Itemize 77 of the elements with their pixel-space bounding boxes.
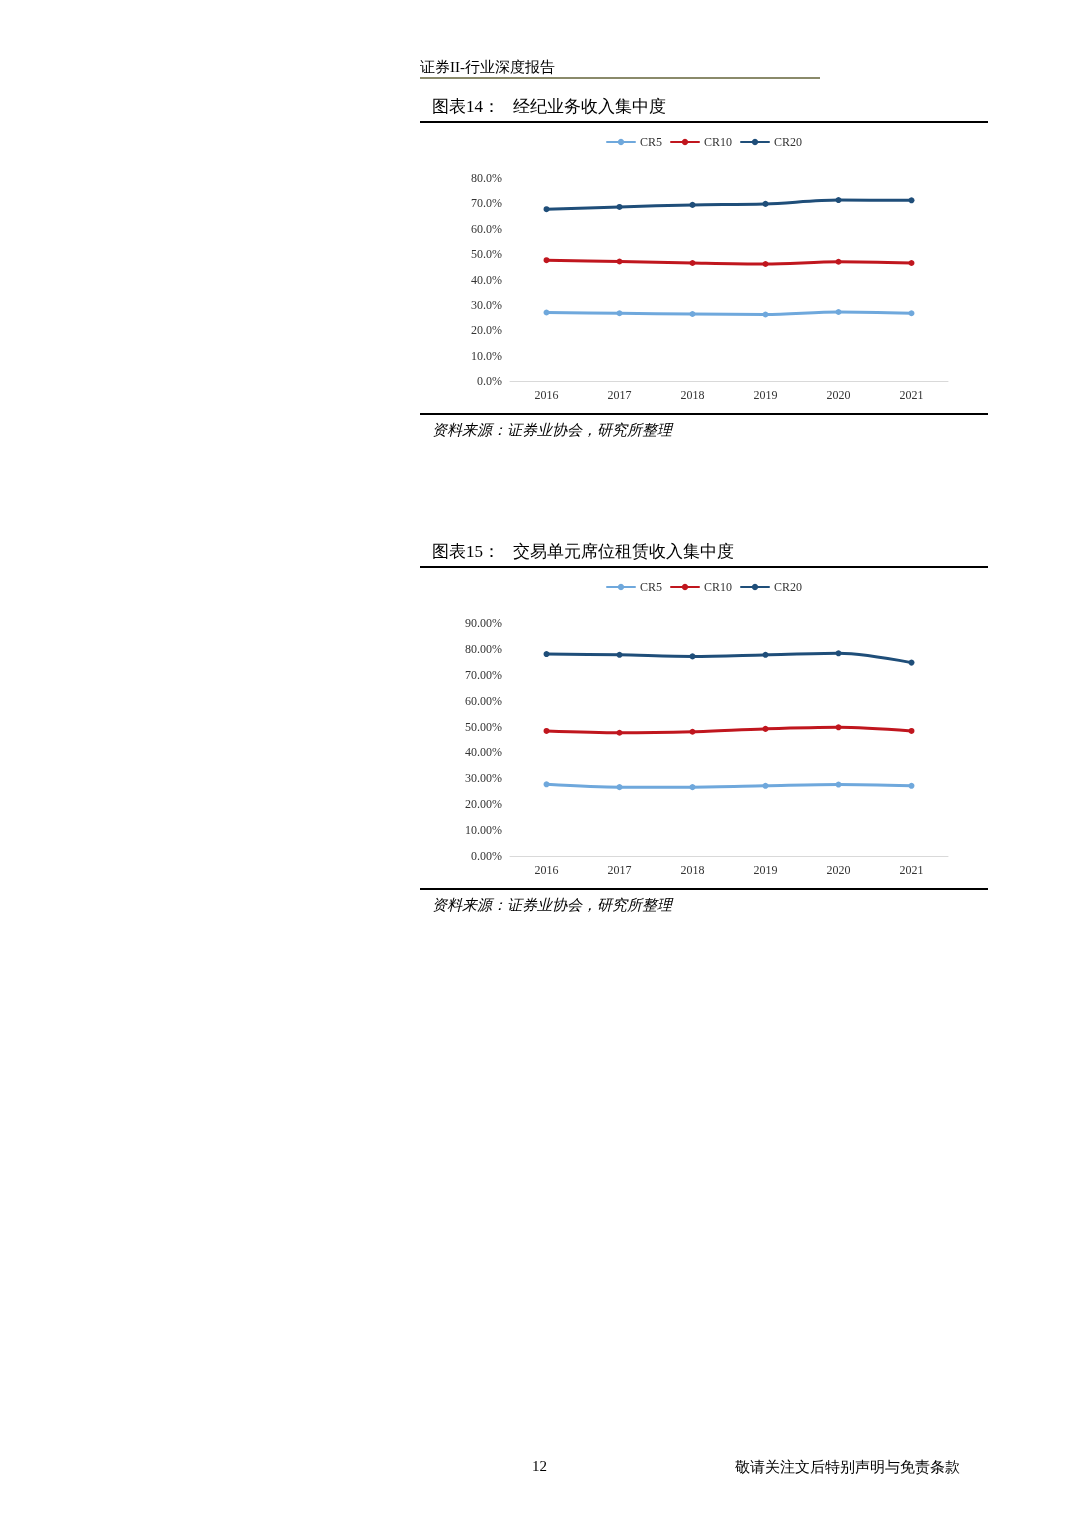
point bbox=[835, 650, 842, 657]
y-tick-label: 40.0% bbox=[471, 272, 502, 287]
point bbox=[908, 260, 915, 266]
y-tick-label: 10.0% bbox=[471, 348, 502, 363]
point bbox=[835, 781, 842, 788]
text: 敬请关注文后特别声明与免责条款 bbox=[735, 1458, 960, 1477]
x-tick-label: 2019 bbox=[753, 388, 778, 402]
x-tick-label: 2018 bbox=[680, 863, 705, 877]
point bbox=[908, 782, 915, 789]
point bbox=[616, 258, 623, 265]
y-tick-label: 50.00% bbox=[465, 719, 502, 734]
y-tick-label: 50.0% bbox=[471, 247, 502, 262]
point bbox=[762, 261, 769, 268]
point bbox=[543, 781, 550, 788]
y-tick-label: 70.00% bbox=[465, 667, 502, 682]
point bbox=[835, 258, 842, 265]
x-tick-label: 2017 bbox=[607, 863, 632, 877]
y-tick-label: 70.0% bbox=[471, 196, 502, 211]
chart-title: 图表15： 交易单元席位租赁收入集中度 bbox=[420, 540, 988, 568]
point bbox=[908, 310, 915, 317]
y-tick-label: 40.00% bbox=[465, 745, 502, 760]
point bbox=[762, 725, 769, 732]
legend-label: CR20 bbox=[774, 135, 803, 149]
text: 资料来源：证券业协会，研究所整理 bbox=[420, 888, 988, 915]
point bbox=[689, 201, 696, 208]
point bbox=[543, 651, 550, 658]
point bbox=[543, 257, 550, 264]
point bbox=[616, 729, 623, 736]
point bbox=[762, 651, 769, 658]
point bbox=[689, 728, 696, 735]
legend-label: CR5 bbox=[639, 580, 662, 594]
chart-title: 图表14： 经纪业务收入集中度 bbox=[420, 95, 988, 123]
x-tick-label: 2016 bbox=[534, 388, 559, 402]
y-tick-label: 90.00% bbox=[465, 616, 502, 630]
y-tick-label: 0.00% bbox=[471, 849, 502, 863]
point bbox=[762, 200, 769, 207]
x-tick-label: 2019 bbox=[753, 863, 778, 877]
point bbox=[908, 727, 915, 734]
point bbox=[543, 206, 550, 213]
legend-label: CR10 bbox=[704, 135, 733, 149]
legend-label: CR10 bbox=[704, 580, 733, 594]
point bbox=[835, 197, 842, 204]
text: 12 bbox=[532, 1458, 547, 1475]
text: 资料来源：证券业协会，研究所整理 bbox=[420, 413, 988, 440]
legend-label: CR20 bbox=[774, 580, 803, 594]
y-tick-label: 60.00% bbox=[465, 693, 502, 708]
y-tick-label: 30.0% bbox=[471, 297, 502, 312]
y-tick-label: 20.0% bbox=[471, 323, 502, 338]
x-tick-label: 2020 bbox=[826, 863, 851, 877]
y-tick-label: 80.00% bbox=[465, 641, 502, 656]
point bbox=[616, 203, 623, 210]
y-tick-label: 20.00% bbox=[465, 797, 502, 812]
point bbox=[835, 308, 842, 315]
y-tick-label: 80.0% bbox=[471, 171, 502, 185]
point bbox=[689, 260, 696, 266]
point bbox=[616, 651, 623, 658]
x-tick-label: 2020 bbox=[826, 388, 851, 402]
text: 证券II-行业深度报告 bbox=[420, 58, 820, 79]
point bbox=[762, 782, 769, 789]
x-tick-label: 2018 bbox=[680, 388, 705, 402]
y-tick-label: 0.0% bbox=[477, 374, 502, 388]
point bbox=[762, 311, 769, 318]
y-tick-label: 10.00% bbox=[465, 823, 502, 838]
y-tick-label: 30.00% bbox=[465, 771, 502, 786]
legend-label: CR5 bbox=[639, 135, 662, 149]
x-tick-label: 2021 bbox=[899, 863, 924, 877]
point bbox=[908, 659, 915, 666]
x-tick-label: 2021 bbox=[899, 388, 924, 402]
point bbox=[543, 309, 550, 316]
point bbox=[616, 784, 623, 791]
x-tick-label: 2016 bbox=[534, 863, 559, 877]
point bbox=[543, 727, 550, 734]
point bbox=[616, 310, 623, 317]
point bbox=[689, 311, 696, 318]
y-tick-label: 60.0% bbox=[471, 221, 502, 236]
point bbox=[689, 784, 696, 791]
x-tick-label: 2017 bbox=[607, 388, 632, 402]
